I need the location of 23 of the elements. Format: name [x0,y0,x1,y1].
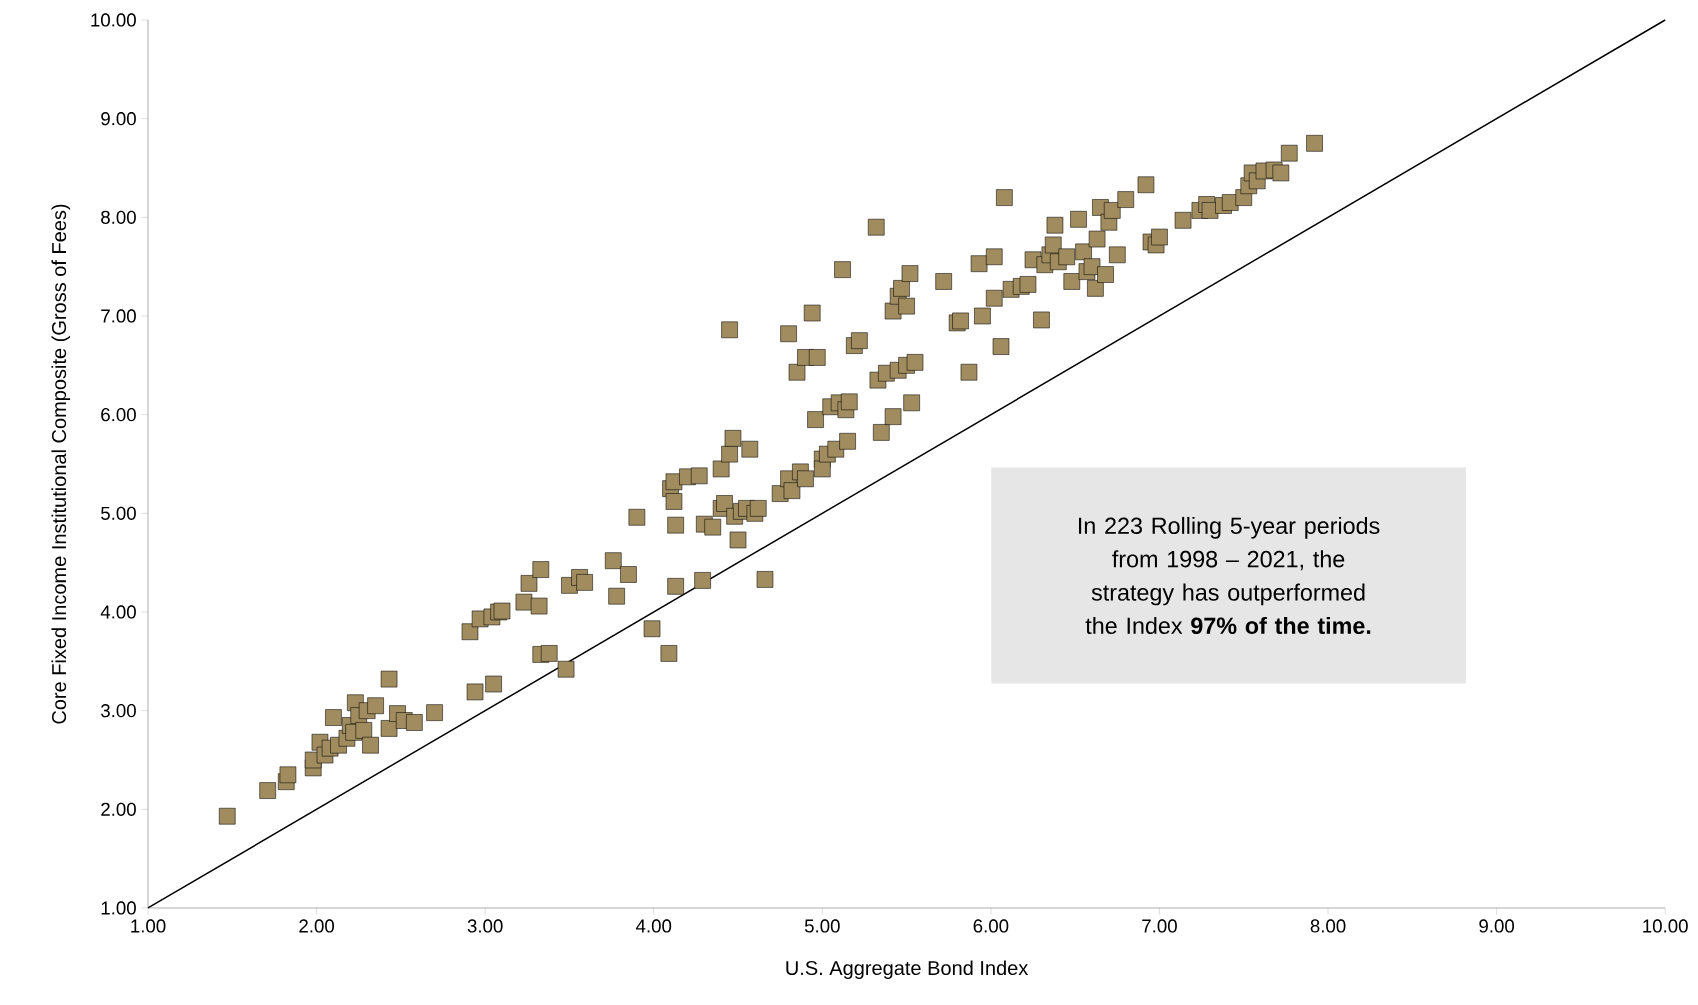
x-tick-label: 7.00 [1142,919,1177,933]
x-tick-label: 5.00 [804,919,840,933]
y-tick-label: 5.00 [101,506,136,520]
x-tick-label: 4.00 [635,919,672,933]
y-tick-label: 8.00 [101,210,136,224]
y-tick-label: 4.00 [100,605,136,619]
y-axis-title: Core Fixed Income Institutional Composite (Gross of Fees) [51,204,71,724]
x-tick-label: 3.00 [467,919,503,933]
x-axis-title: U.S. Aggregate Bond Index [786,960,1029,980]
x-tick-label: 2.00 [299,919,335,933]
y-tick-label: 2.00 [101,802,136,816]
annotation: In 223 Rolling 5-year periods from 1998 – 2021, the strategy has outperformed the Index 97% of the time. [1078,516,1380,635]
y-tick-label: 6.00 [101,408,136,422]
x-tick-label: 10.00 [1643,919,1688,933]
y-tick-label: 1.00 [101,901,136,915]
y-tick-label: 7.00 [101,309,136,323]
x-tick-label: 1.00 [131,919,166,933]
x-tick-label: 6.00 [973,919,1009,933]
x-tick-label: 8.00 [1310,919,1346,933]
x-tick-label: 9.00 [1479,919,1515,933]
y-tick-label: 3.00 [101,704,136,718]
y-tick-label: 9.00 [101,112,136,126]
y-tick-label: 10.00 [91,13,136,27]
